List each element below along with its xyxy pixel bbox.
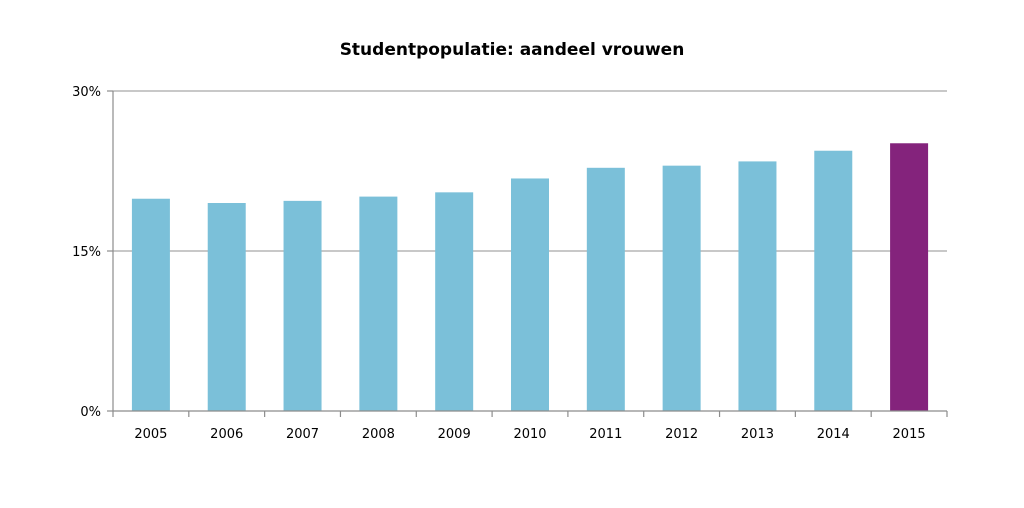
bar-2006 <box>207 203 246 411</box>
bar-2007 <box>283 200 322 411</box>
x-tick-label: 2009 <box>438 427 471 442</box>
y-tick-label: 15% <box>72 245 101 260</box>
bar-2012 <box>662 165 701 411</box>
x-tick-label: 2007 <box>286 427 319 442</box>
bar-2015 <box>890 143 929 411</box>
tick-labels: 0% 15% 30% 2005 2006 2007 2008 2009 2010 2011 2012… <box>72 85 926 442</box>
x-tick-label: 2010 <box>513 427 546 442</box>
x-tick-label: 2013 <box>741 427 774 442</box>
x-tick-label: 2014 <box>817 427 850 442</box>
bar-2014 <box>814 150 853 411</box>
bar-2011 <box>586 167 625 411</box>
bar-2008 <box>359 196 398 411</box>
x-tick-label: 2005 <box>134 427 167 442</box>
y-tick-label: 30% <box>72 85 101 100</box>
x-tick-label: 2006 <box>210 427 243 442</box>
bar-2009 <box>435 192 474 411</box>
x-tick-label: 2012 <box>665 427 698 442</box>
x-tick-label: 2011 <box>589 427 622 442</box>
axes <box>107 90 948 417</box>
bar-2005 <box>131 198 170 411</box>
bar-2010 <box>511 178 549 411</box>
x-tick-label: 2015 <box>893 427 926 442</box>
bars <box>131 143 929 411</box>
chart-title: Studentpopulatie: aandeel vrouwen <box>339 40 685 60</box>
y-tick-label: 0% <box>80 405 101 420</box>
bar-2013 <box>738 161 777 411</box>
x-tick-label: 2008 <box>362 427 395 442</box>
